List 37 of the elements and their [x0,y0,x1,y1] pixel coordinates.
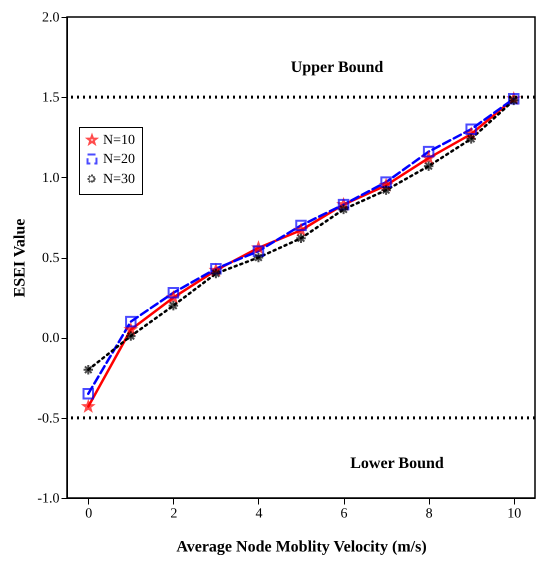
legend-label: N=10 [103,133,136,148]
point [82,364,94,376]
y-tick-label: 0.0 [42,331,60,346]
point [125,316,137,328]
x-tick-label: 6 [340,506,348,522]
point [465,133,477,145]
point [380,184,392,196]
y-axis-title: ESEI Value [11,218,28,298]
point [168,300,180,312]
x-tick-label: 4 [255,506,262,522]
point [422,160,434,172]
y-tick-label: 0.5 [42,251,60,266]
y-tick-label: -1.0 [37,492,60,506]
y-tick-label: 1.5 [42,90,60,106]
point [422,146,434,158]
point [125,330,137,342]
legend-label: N=20 [103,152,136,167]
y-tick-label: 2.0 [42,10,60,26]
legend-label: N=30 [103,172,136,187]
x-tick-label: 2 [170,506,178,522]
point [210,268,222,280]
x-tick-label: 0 [85,506,92,522]
y-tick-label: 1.0 [42,170,60,186]
x-tick-label: 8 [426,506,433,522]
point [465,123,477,135]
x-tick-label: 10 [507,506,522,522]
point [252,245,264,257]
x-axis-title: Average Node Moblity Velocity (m/s) [176,538,427,556]
ref-line-label: Lower Bound [350,454,444,472]
ref-line-label: Upper Bound [290,59,384,76]
point [252,252,264,264]
y-tick-label: -0.5 [37,411,60,426]
point [82,388,94,400]
point [295,220,307,232]
point [168,287,180,299]
point [295,232,307,244]
point [380,176,392,188]
